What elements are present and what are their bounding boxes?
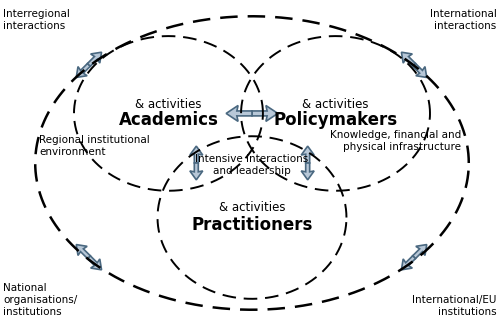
FancyArrow shape <box>402 256 415 270</box>
FancyArrow shape <box>88 52 102 66</box>
Text: & activities: & activities <box>302 98 369 111</box>
FancyArrow shape <box>402 52 415 66</box>
FancyArrow shape <box>226 106 252 121</box>
Text: Interregional
interactions: Interregional interactions <box>4 9 70 31</box>
Text: Practitioners: Practitioners <box>192 216 312 234</box>
FancyArrow shape <box>301 146 314 163</box>
FancyArrow shape <box>190 163 203 180</box>
Text: Policymakers: Policymakers <box>274 111 398 129</box>
FancyArrow shape <box>190 146 203 163</box>
FancyArrow shape <box>252 106 278 121</box>
Text: Academics: Academics <box>118 111 218 129</box>
FancyArrow shape <box>412 64 426 78</box>
FancyArrow shape <box>412 244 426 259</box>
Text: Knowledge, financial and
physical infrastructure: Knowledge, financial and physical infras… <box>330 130 461 152</box>
Text: & activities: & activities <box>218 201 285 214</box>
Text: National
organisations/
institutions: National organisations/ institutions <box>4 284 78 317</box>
Text: International/EU
institutions: International/EU institutions <box>412 295 496 317</box>
FancyArrow shape <box>76 64 90 78</box>
Text: Intensive interactions
and leadership: Intensive interactions and leadership <box>196 154 308 176</box>
FancyArrow shape <box>301 163 314 180</box>
Text: & activities: & activities <box>135 98 202 111</box>
Text: International
interactions: International interactions <box>430 9 496 31</box>
Text: Regional institutional
environment: Regional institutional environment <box>39 135 150 157</box>
FancyArrow shape <box>88 256 102 270</box>
FancyArrow shape <box>76 244 90 259</box>
